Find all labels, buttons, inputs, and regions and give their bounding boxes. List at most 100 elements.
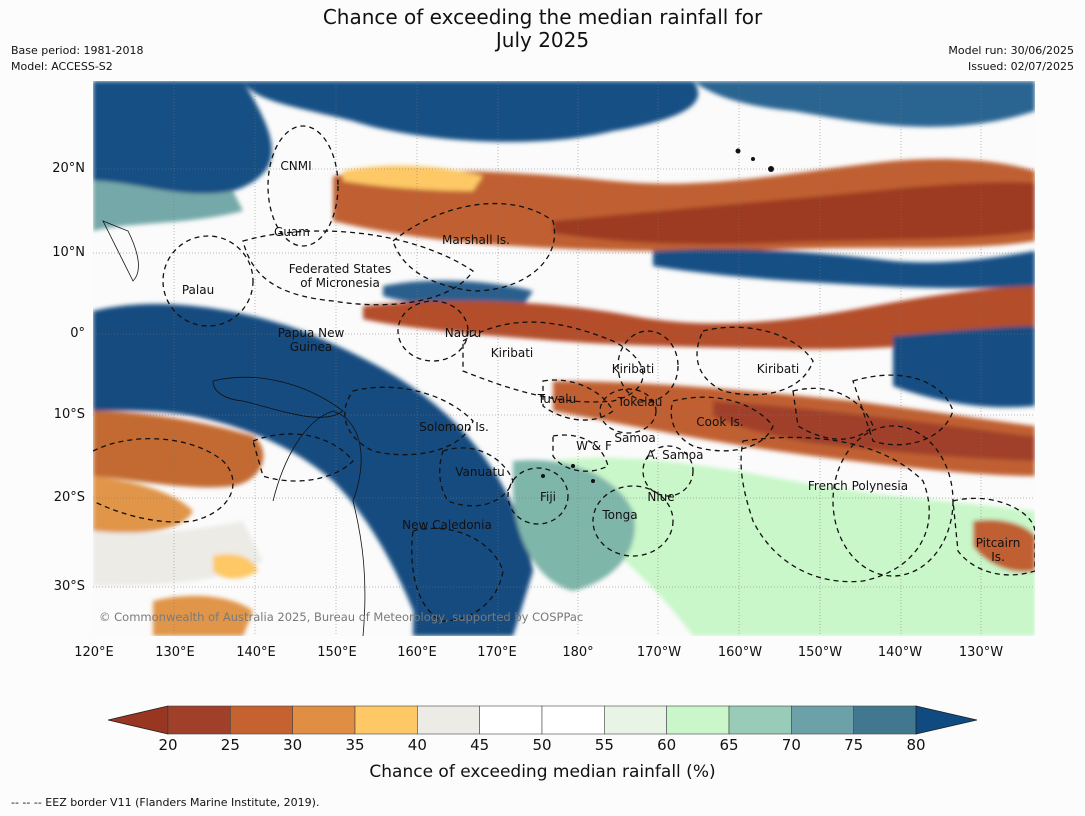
map-title: Chance of exceeding the median rainfall … <box>0 6 1085 52</box>
title-line-2: July 2025 <box>495 28 590 52</box>
base-period: Base period: 1981-2018 <box>11 44 144 57</box>
colorbar-svg <box>107 705 978 735</box>
field-sw-orange <box>153 595 253 636</box>
field-blue-east <box>893 326 1035 408</box>
field-north-blue <box>243 81 699 142</box>
field-aus-orange <box>93 476 193 533</box>
colorbar-under-arrow <box>107 705 169 735</box>
colorbar-segment <box>666 705 730 735</box>
issued-date: Issued: 02/07/2025 <box>967 60 1074 73</box>
place-palau: Palau <box>181 283 215 297</box>
colorbar-segment <box>354 705 418 735</box>
model-run: Model run: 30/06/2025 <box>948 44 1074 57</box>
lat-label-30s: 30°S <box>53 579 85 594</box>
place-solomon: Solomon Is. <box>419 420 489 434</box>
colorbar-tick-label: 60 <box>657 736 677 754</box>
place-pitcairn-line-2: Is. <box>991 550 1005 564</box>
colorbar-segment <box>292 705 356 735</box>
colorbar-segment <box>230 705 293 735</box>
place-png-line-1: Papua New <box>277 326 345 340</box>
place-niue: Niue <box>647 490 675 504</box>
place-pitcairn-line-1: Pitcairn <box>975 536 1021 550</box>
colorbar-segment <box>791 705 854 735</box>
field-blue-mid-n <box>653 249 1035 289</box>
title-line-1: Chance of exceeding the median rainfall … <box>322 5 763 29</box>
place-french-polynesia: French Polynesia <box>807 479 909 493</box>
lat-label-10n: 10°N <box>52 245 85 260</box>
lon-label-160w: 160°W <box>717 645 763 660</box>
place-wf: W & F <box>576 439 612 453</box>
colorbar-tick-label: 30 <box>283 736 303 754</box>
model-name: Model: ACCESS-S2 <box>11 60 113 73</box>
colorbar-tick-label: 55 <box>594 736 614 754</box>
place-png: Papua New Guinea <box>278 326 345 354</box>
field-blue-south <box>413 500 515 636</box>
meta-right: Model run: 30/06/2025 Issued: 02/07/2025 <box>948 43 1074 75</box>
field-south-brown <box>713 401 1035 461</box>
field-orange-equator <box>363 286 1035 350</box>
place-nauru: Nauru <box>444 326 482 340</box>
place-samoa: Samoa <box>614 431 656 445</box>
place-micronesia: Federated States of Micronesia <box>289 262 391 290</box>
coastlines <box>102 220 366 636</box>
colorbar-tick-label: 70 <box>781 736 801 754</box>
place-tuvalu: Tuvalu <box>537 392 577 406</box>
lon-label-130e: 130°E <box>155 645 195 660</box>
islands <box>541 148 774 483</box>
field-wp-blue <box>93 303 533 636</box>
field-sw-yellow <box>213 554 258 579</box>
place-micronesia-line-1: Federated States <box>288 262 392 276</box>
place-fiji: Fiji <box>539 490 557 504</box>
colorbar <box>107 705 978 739</box>
colorbar-tick-label: 50 <box>532 736 552 754</box>
rainfall-map <box>93 81 1035 636</box>
lon-label-150e: 150°E <box>317 645 357 660</box>
field-nw-blue <box>93 81 272 194</box>
place-vanuatu: Vanuatu <box>455 465 505 479</box>
lon-label-130w: 130°W <box>958 645 1004 660</box>
lat-label-20n: 20°N <box>52 161 85 176</box>
colorbar-tick-label: 65 <box>719 736 739 754</box>
colorbar-segment <box>479 705 543 735</box>
eez-footnote: -- -- -- EEZ border V11 (Flanders Marine… <box>11 796 320 809</box>
colorbar-segment <box>417 705 480 735</box>
lon-label-150w: 150°W <box>797 645 843 660</box>
colorbar-segment <box>853 705 917 735</box>
place-png-line-2: Guinea <box>289 340 333 354</box>
place-pitcairn: Pitcairn Is. <box>976 536 1021 564</box>
place-tokelau: Tokelau <box>617 395 663 409</box>
place-guam: Guam <box>274 225 310 239</box>
place-tonga: Tonga <box>602 508 638 522</box>
colorbar-tick-label: 75 <box>844 736 864 754</box>
field-green-south <box>553 457 1035 636</box>
colorbar-tick-label: 25 <box>220 736 240 754</box>
colorbar-tick-label: 20 <box>158 736 178 754</box>
lon-label-170w: 170°W <box>636 645 682 660</box>
place-cook: Cook Is. <box>696 415 744 429</box>
place-kiribati-west: Kiribati <box>490 346 534 360</box>
field-yellow-north <box>343 165 483 191</box>
lat-label-10s: 10°S <box>53 407 85 422</box>
place-micronesia-line-2: of Micronesia <box>300 276 380 290</box>
field-png-orange <box>93 411 264 488</box>
place-marshall: Marshall Is. <box>442 233 510 247</box>
field-teal-south <box>513 460 635 591</box>
field-north-blue-east <box>693 81 1035 127</box>
field-nw-teal <box>93 181 243 231</box>
colorbar-segment <box>541 705 605 735</box>
colorbar-tick-label: 35 <box>345 736 365 754</box>
lat-label-0: 0° <box>70 326 85 341</box>
colorbar-segment <box>167 705 231 735</box>
field-brown-north <box>553 182 1035 245</box>
lon-label-120e: 120°E <box>74 645 114 660</box>
copyright-notice: © Commonwealth of Australia 2025, Bureau… <box>99 610 584 624</box>
colorbar-segment <box>728 705 792 735</box>
map-canvas <box>93 81 1035 636</box>
place-cnmi: CNMI <box>280 159 312 173</box>
place-asamoa: A. Samoa <box>646 448 704 462</box>
place-kiribati-central: Kiribati <box>611 362 655 376</box>
graticule <box>93 81 1035 636</box>
place-new-caledonia: New Caledonia <box>402 518 492 532</box>
rainfall-fields <box>93 81 1035 636</box>
colorbar-tick-label: 80 <box>906 736 926 754</box>
